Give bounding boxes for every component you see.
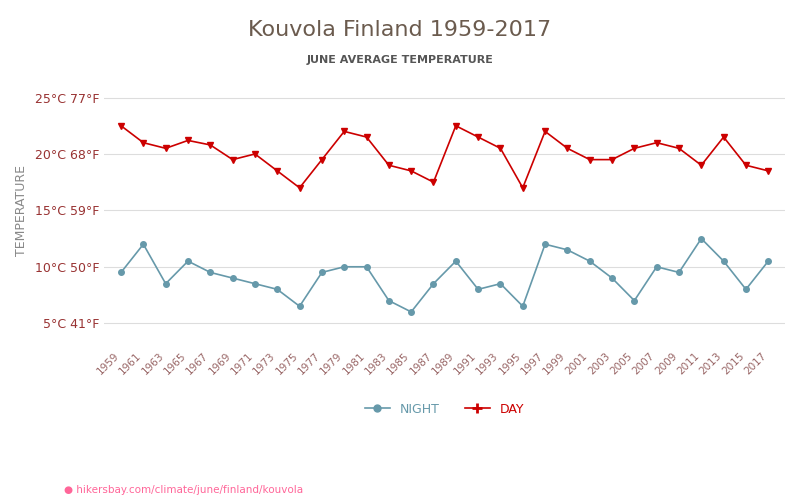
Text: JUNE AVERAGE TEMPERATURE: JUNE AVERAGE TEMPERATURE xyxy=(306,55,494,65)
Text: ● hikersbay.com/climate/june/finland/kouvola: ● hikersbay.com/climate/june/finland/kou… xyxy=(64,485,303,495)
Legend: NIGHT, DAY: NIGHT, DAY xyxy=(360,398,530,420)
Y-axis label: TEMPERATURE: TEMPERATURE xyxy=(15,165,28,256)
Text: Kouvola Finland 1959-2017: Kouvola Finland 1959-2017 xyxy=(249,20,551,40)
